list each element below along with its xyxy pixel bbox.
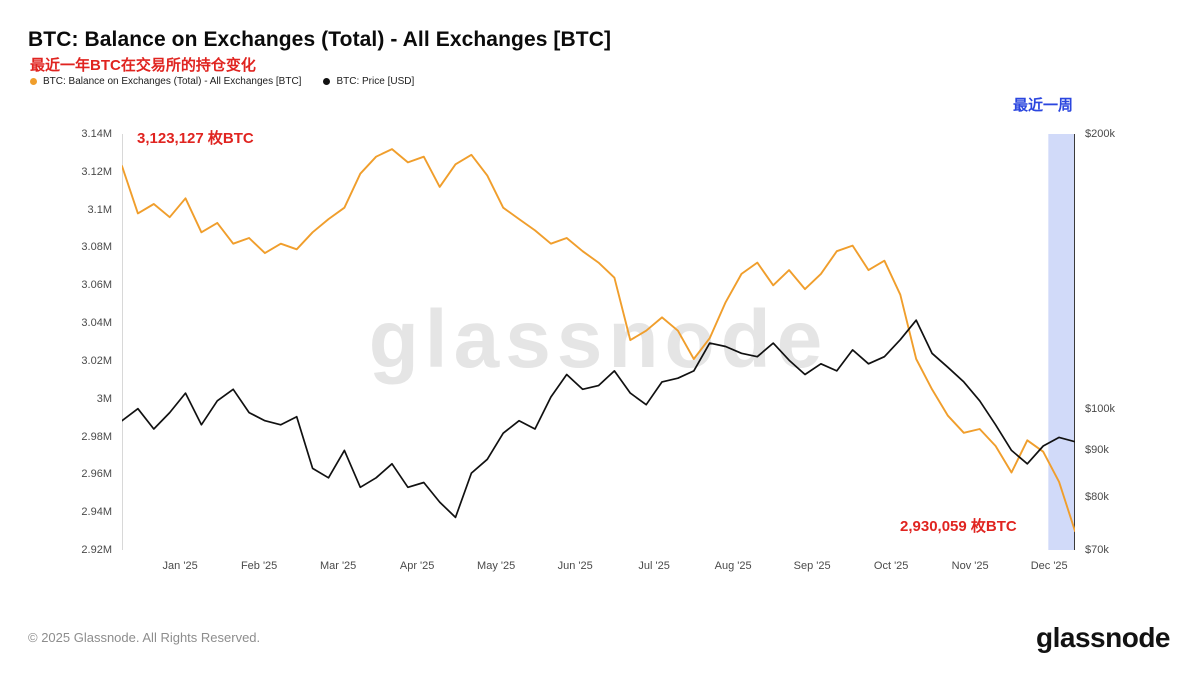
copyright-text: © 2025 Glassnode. All Rights Reserved. bbox=[28, 630, 261, 645]
x-axis-label: Jul '25 bbox=[638, 560, 670, 572]
left-axis-label: 3.14M bbox=[81, 128, 112, 140]
chart-canvas[interactable] bbox=[122, 134, 1075, 550]
x-axis-label: Dec '25 bbox=[1030, 560, 1068, 572]
highlight-region-label: 最近一周 bbox=[1012, 97, 1073, 114]
right-axis-label: $200k bbox=[1085, 128, 1115, 140]
left-axis-label: 2.96M bbox=[81, 468, 112, 481]
left-axis-label: 3.12M bbox=[81, 165, 112, 178]
legend-item-price[interactable]: BTC: Price [USD] bbox=[323, 76, 414, 87]
left-axis-label: 3M bbox=[96, 392, 112, 405]
x-axis: Jan '25 Feb '25 Mar '25 Apr '25 May '25 Jun '… bbox=[122, 560, 1075, 576]
x-axis-label: Apr '25 bbox=[399, 560, 435, 572]
left-axis-label: 3.1M bbox=[87, 203, 112, 216]
left-axis-label: 3.02M bbox=[81, 354, 112, 367]
right-axis-label: $100k bbox=[1085, 402, 1115, 415]
x-axis-label: May '25 bbox=[477, 560, 516, 572]
highlight-band-last-week bbox=[1048, 134, 1075, 550]
legend-label-price: BTC: Price [USD] bbox=[336, 76, 415, 87]
x-axis-label: Nov '25 bbox=[951, 560, 989, 572]
x-axis-label: Jan '25 bbox=[162, 560, 198, 572]
balance-series-line[interactable] bbox=[122, 148, 1075, 533]
annotation-start-balance: 3,123,127 枚BTC bbox=[137, 130, 254, 147]
page-subtitle: 最近一年BTC在交易所的持仓变化 bbox=[30, 57, 256, 74]
x-axis-label: Mar '25 bbox=[319, 560, 357, 572]
page-title: BTC: Balance on Exchanges (Total) - All … bbox=[28, 28, 612, 51]
left-axis-label: 3.08M bbox=[81, 241, 112, 254]
right-y-axis: $200k $100k $90k $80k $70k bbox=[1085, 128, 1140, 556]
left-axis-label: 2.94M bbox=[81, 506, 112, 519]
left-axis-label: 3.04M bbox=[81, 317, 112, 330]
right-axis-label: $70k bbox=[1085, 544, 1109, 556]
legend-dot-price-icon bbox=[323, 78, 331, 85]
right-axis-label: $90k bbox=[1085, 444, 1109, 457]
x-axis-label: Oct '25 bbox=[873, 560, 909, 572]
x-axis-label: Sep '25 bbox=[793, 560, 831, 572]
legend-item-balance[interactable]: BTC: Balance on Exchanges (Total) - All … bbox=[30, 76, 301, 87]
legend: BTC: Balance on Exchanges (Total) - All … bbox=[30, 76, 414, 87]
legend-dot-balance-icon bbox=[30, 78, 37, 85]
left-axis-label: 3.06M bbox=[81, 279, 112, 292]
annotation-end-balance: 2,930,059 枚BTC bbox=[900, 518, 1017, 535]
x-axis-label: Feb '25 bbox=[240, 560, 278, 572]
right-axis-label: $80k bbox=[1085, 491, 1109, 504]
x-axis-label: Aug '25 bbox=[714, 560, 752, 572]
price-series-line[interactable] bbox=[122, 319, 1075, 519]
glassnode-logo[interactable]: glassnode bbox=[1036, 622, 1170, 653]
left-y-axis: 3.14M 3.12M 3.1M 3.08M 3.06M 3.04M 3.02M 3M 2.98… bbox=[58, 128, 112, 556]
legend-label-balance: BTC: Balance on Exchanges (Total) - All … bbox=[43, 76, 302, 87]
x-axis-label: Jun '25 bbox=[557, 560, 593, 572]
left-axis-label: 2.92M bbox=[81, 544, 112, 556]
left-axis-label: 2.98M bbox=[81, 430, 112, 443]
